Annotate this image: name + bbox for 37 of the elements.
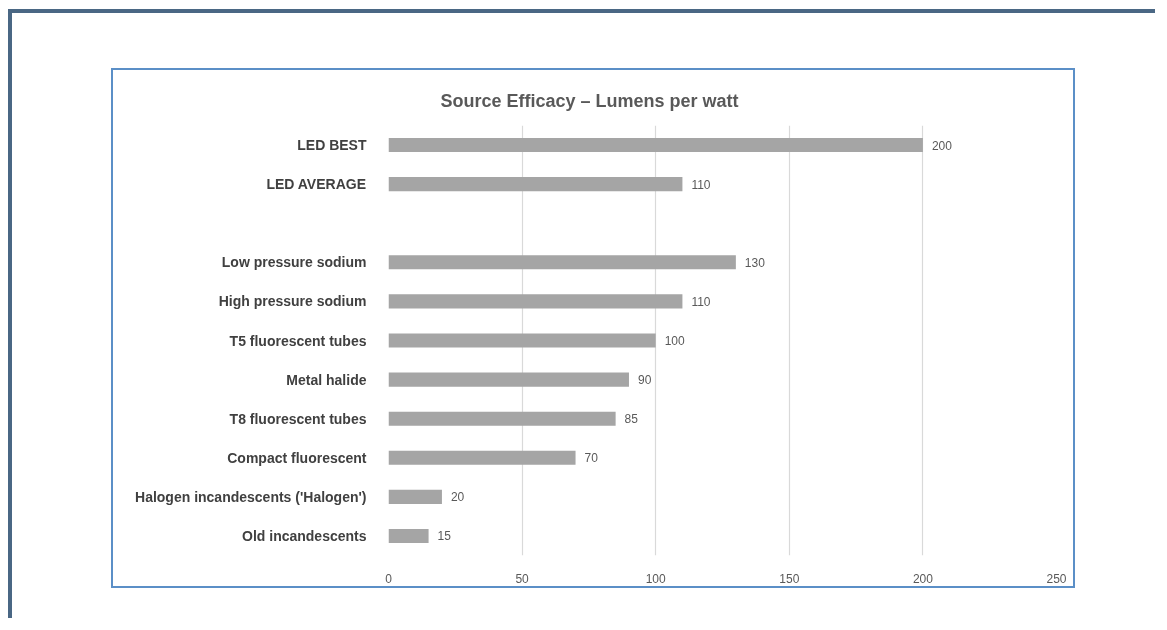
x-tick-label: 250 xyxy=(1046,571,1067,586)
y-tick-label: T8 fluorescent tubes xyxy=(229,410,367,427)
bar xyxy=(388,138,923,153)
bar xyxy=(388,411,616,426)
data-label: 130 xyxy=(744,255,766,270)
x-tick-label: 200 xyxy=(912,571,934,586)
data-label: 90 xyxy=(637,373,652,388)
y-tick-label: T5 fluorescent tubes xyxy=(229,332,367,349)
bar xyxy=(388,372,629,387)
x-tick-label: 100 xyxy=(645,571,667,586)
data-label: 110 xyxy=(691,177,711,192)
data-label: 20 xyxy=(450,490,465,505)
y-tick-label: Compact fluorescent xyxy=(227,449,367,466)
bar xyxy=(388,177,683,192)
y-tick-label: High pressure sodium xyxy=(218,293,367,310)
data-label: 85 xyxy=(624,412,639,427)
chart-title: Source Efficacy – Lumens per watt xyxy=(440,90,739,111)
data-label: 100 xyxy=(664,334,686,348)
x-tick-label: 50 xyxy=(515,571,530,586)
y-tick-label: LED AVERAGE xyxy=(266,176,366,193)
bar xyxy=(388,528,429,543)
y-tick-label: Old incandescents xyxy=(242,527,367,544)
data-label: 15 xyxy=(437,529,452,544)
y-tick-label: Metal halide xyxy=(286,371,367,388)
y-tick-label: Halogen incandescents ('Halogen') xyxy=(135,488,367,505)
data-label: 200 xyxy=(931,138,953,153)
bar xyxy=(388,255,736,270)
y-tick-label: LED BEST xyxy=(297,137,367,154)
bar xyxy=(388,489,442,504)
bar xyxy=(388,450,576,465)
bar xyxy=(388,294,683,309)
data-label: 70 xyxy=(584,451,599,466)
data-label: 110 xyxy=(691,294,711,309)
bar xyxy=(388,333,656,348)
x-tick-label: 0 xyxy=(385,571,393,586)
x-tick-label: 150 xyxy=(779,571,800,586)
y-tick-label: Low pressure sodium xyxy=(221,254,367,271)
